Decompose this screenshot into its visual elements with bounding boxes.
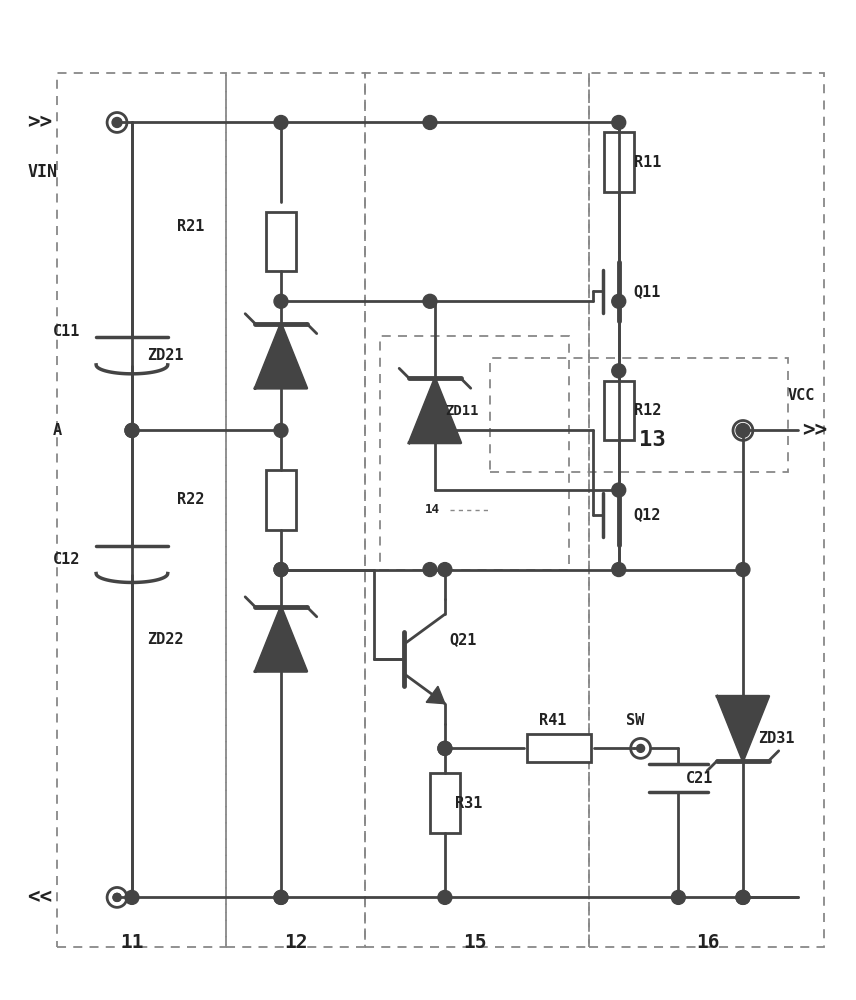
Text: ZD11: ZD11 bbox=[445, 404, 479, 418]
Circle shape bbox=[274, 294, 288, 308]
Circle shape bbox=[612, 563, 626, 577]
Bar bbox=[526, 734, 591, 762]
Circle shape bbox=[125, 423, 139, 437]
Polygon shape bbox=[426, 686, 445, 704]
Bar bbox=[603, 381, 633, 440]
Circle shape bbox=[112, 117, 122, 127]
Circle shape bbox=[438, 563, 452, 577]
Circle shape bbox=[274, 890, 288, 904]
Text: C21: C21 bbox=[687, 771, 714, 786]
Circle shape bbox=[612, 364, 626, 378]
Text: C12: C12 bbox=[52, 552, 80, 567]
Bar bbox=[57, 73, 226, 947]
Text: Q21: Q21 bbox=[450, 632, 478, 647]
Circle shape bbox=[739, 426, 747, 434]
Text: ZD22: ZD22 bbox=[147, 632, 183, 647]
Bar bbox=[380, 336, 569, 570]
Text: 16: 16 bbox=[697, 933, 720, 952]
Bar bbox=[490, 358, 788, 472]
Text: 12: 12 bbox=[284, 933, 307, 952]
Circle shape bbox=[736, 890, 750, 904]
Circle shape bbox=[438, 890, 452, 904]
Circle shape bbox=[671, 890, 686, 904]
Text: Q11: Q11 bbox=[633, 284, 661, 299]
Circle shape bbox=[612, 116, 626, 129]
Polygon shape bbox=[717, 696, 769, 761]
Circle shape bbox=[438, 741, 452, 755]
Text: R11: R11 bbox=[633, 155, 661, 170]
Text: VIN: VIN bbox=[27, 163, 57, 181]
Text: R31: R31 bbox=[455, 796, 482, 811]
Circle shape bbox=[612, 294, 626, 308]
Circle shape bbox=[274, 423, 288, 437]
Text: R41: R41 bbox=[539, 713, 567, 728]
Text: VCC: VCC bbox=[788, 388, 815, 403]
Circle shape bbox=[612, 483, 626, 497]
Bar bbox=[603, 132, 633, 192]
Bar bbox=[266, 212, 296, 271]
Text: >>: >> bbox=[803, 420, 828, 440]
Text: 14: 14 bbox=[425, 503, 440, 516]
Circle shape bbox=[274, 563, 288, 577]
Bar bbox=[226, 73, 366, 947]
Circle shape bbox=[423, 294, 437, 308]
Circle shape bbox=[113, 118, 121, 126]
Circle shape bbox=[125, 423, 139, 437]
Text: SW: SW bbox=[626, 713, 644, 728]
Polygon shape bbox=[409, 378, 461, 443]
Bar bbox=[266, 470, 296, 530]
Bar bbox=[589, 73, 824, 947]
Polygon shape bbox=[255, 607, 306, 671]
Circle shape bbox=[113, 893, 121, 901]
Text: A: A bbox=[52, 423, 62, 438]
Circle shape bbox=[637, 744, 645, 752]
Circle shape bbox=[736, 890, 750, 904]
Circle shape bbox=[438, 741, 452, 755]
Circle shape bbox=[125, 890, 139, 904]
Circle shape bbox=[736, 423, 750, 437]
Circle shape bbox=[113, 893, 121, 901]
Bar bbox=[430, 773, 460, 833]
Text: 13: 13 bbox=[639, 430, 665, 450]
Text: 15: 15 bbox=[463, 933, 486, 952]
Circle shape bbox=[423, 563, 437, 577]
Text: Q12: Q12 bbox=[633, 507, 661, 522]
Text: R22: R22 bbox=[176, 492, 204, 508]
Circle shape bbox=[274, 116, 288, 129]
Circle shape bbox=[736, 563, 750, 577]
Text: <<: << bbox=[27, 887, 53, 907]
Text: R21: R21 bbox=[176, 219, 204, 234]
Bar bbox=[366, 73, 589, 947]
Text: C11: C11 bbox=[52, 324, 80, 339]
Circle shape bbox=[274, 890, 288, 904]
Text: ZD31: ZD31 bbox=[758, 731, 794, 746]
Text: 11: 11 bbox=[120, 933, 144, 952]
Circle shape bbox=[423, 116, 437, 129]
Circle shape bbox=[274, 563, 288, 577]
Polygon shape bbox=[255, 324, 306, 388]
Text: >>: >> bbox=[27, 112, 53, 132]
Text: ZD21: ZD21 bbox=[147, 348, 183, 363]
Text: R12: R12 bbox=[633, 403, 661, 418]
Circle shape bbox=[423, 423, 437, 437]
